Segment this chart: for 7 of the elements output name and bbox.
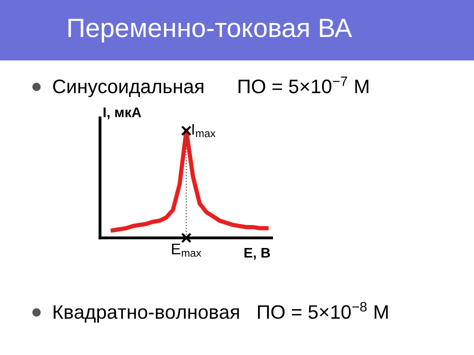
chart-title: Переменно-токовая ВА [68,18,352,42]
text: Синусоидальная ПО = 5×10$^{−7}$ М [53,76,368,98]
annotation: I$_{max}$ [192,124,216,138]
text: Квадратно-волновая ПО = 5×10$^{−8}$ М [54,302,388,323]
x-axis-title: E, В [244,248,270,260]
text: E$_{max}$ [172,244,202,257]
y-axis-title: I, мкА [104,108,142,120]
